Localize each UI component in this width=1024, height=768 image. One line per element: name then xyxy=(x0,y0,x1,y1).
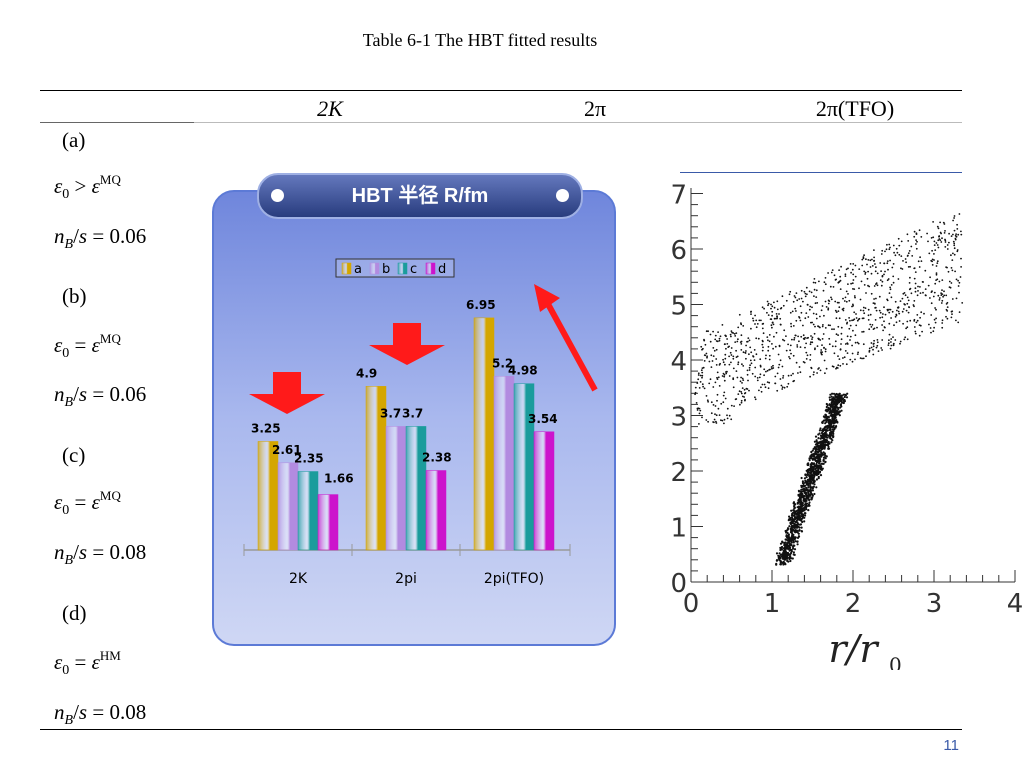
y-tick-label: 4 xyxy=(670,347,687,377)
down-arrow-icon xyxy=(369,323,445,365)
row-nbs-d: nB/s = 0.08 xyxy=(54,700,147,729)
bar-2K-c xyxy=(297,471,319,551)
hbt-bar-chart: 3.25 2.612.351.66 2K 4.9 3.7 3.7 2.38 2pi 6.95 5.… xyxy=(243,258,571,587)
bar-2K-b xyxy=(277,462,299,551)
chart-legend: a b c d xyxy=(335,258,455,278)
legend-swatch-b xyxy=(369,262,380,275)
y-tick-label: 0 xyxy=(670,569,687,599)
row-eps-d: ε0 = εHM xyxy=(54,648,121,679)
row-nbs-a: nB/s = 0.06 xyxy=(54,224,147,253)
column-header-2k: 2K2K xyxy=(317,96,343,121)
bar-value-label: 3.7 xyxy=(380,406,401,420)
category-label-2pi(TFO): 2pi(TFO) xyxy=(484,571,544,587)
legend-label-d: d xyxy=(438,262,446,277)
x-tick-label: 3 xyxy=(926,589,943,619)
bar-2K-a xyxy=(257,441,279,551)
legend-label-b: b xyxy=(382,262,390,277)
bar-2pi-d xyxy=(425,470,447,551)
legend-swatch-a xyxy=(341,262,352,275)
x-tick-label: 4 xyxy=(1007,589,1024,619)
category-label-2pi: 2pi xyxy=(395,571,417,587)
legend-label-a: a xyxy=(354,262,362,277)
row-nbs-b: nB/s = 0.06 xyxy=(54,382,147,411)
hbt-title: HBT 半径 R/fm xyxy=(351,185,489,207)
table-top-rule xyxy=(40,90,962,91)
bar-2K-d xyxy=(317,494,339,551)
row-tag-d: (d) xyxy=(62,601,87,625)
hbt-panel xyxy=(212,190,616,646)
bar-value-label: 1.66 xyxy=(324,472,354,486)
row-tag-c: (c) xyxy=(62,443,86,467)
legend-box xyxy=(335,258,455,278)
category-label-2K: 2K xyxy=(289,571,308,587)
bar-value-label: 2.35 xyxy=(294,452,324,466)
col-header-rule xyxy=(194,122,962,123)
bar-value-label: 3.7 xyxy=(402,406,423,420)
bar-2pi-b xyxy=(385,426,407,551)
bar-value-label: 6.95 xyxy=(466,298,496,312)
bar-value-label: 5.2 xyxy=(492,356,513,370)
x-tick-label: 0 xyxy=(683,589,700,619)
row-tag-a: (a) xyxy=(62,128,86,152)
bar-2pi(TFO)-b xyxy=(493,376,515,551)
row-header-rule xyxy=(40,122,194,123)
y-tick-label: 5 xyxy=(670,292,687,322)
trend-arrow-icon xyxy=(534,284,598,392)
hbt-title-pill: HBT 半径 R/fm xyxy=(257,173,583,219)
legend-swatch-c xyxy=(397,262,408,275)
bar-value-label: 3.25 xyxy=(251,421,281,435)
legend-swatch-d xyxy=(425,262,436,275)
pill-left-dot xyxy=(271,189,284,202)
bar-2pi(TFO)-c xyxy=(513,383,535,551)
row-tag-b: (b) xyxy=(62,284,87,308)
accent-rule xyxy=(680,172,962,173)
scatter-points xyxy=(694,213,964,566)
row-eps-a: ε0 > εMQ xyxy=(54,172,121,203)
column-header-2pi-tfo: 2π(TFO) xyxy=(815,96,895,121)
y-tick-label: 1 xyxy=(670,514,687,544)
bar-value-label: 2.61 xyxy=(272,443,302,457)
page-number: 11 xyxy=(943,737,959,754)
x-axis-title-sub: 0 xyxy=(889,653,902,670)
x-tick-label: 2 xyxy=(845,589,862,619)
table-caption: Table 6-1 The HBT fitted results xyxy=(362,30,598,50)
bar-2pi-c xyxy=(405,426,427,551)
row-eps-b: ε0 = εMQ xyxy=(54,331,121,362)
y-tick-label: 7 xyxy=(670,181,687,211)
down-arrow-icon xyxy=(249,372,325,414)
column-header-2pi: 2π xyxy=(583,96,607,121)
x-tick-label: 1 xyxy=(764,589,781,619)
bar-value-label: 4.98 xyxy=(508,364,538,378)
bar-value-label: 2.38 xyxy=(422,451,452,465)
bar-value-label: 4.9 xyxy=(356,366,377,380)
bar-value-label: 3.54 xyxy=(528,412,558,426)
y-tick-label: 6 xyxy=(670,236,687,266)
row-eps-c: ε0 = εMQ xyxy=(54,488,121,519)
y-tick-label: 3 xyxy=(670,403,687,433)
y-tick-label: 2 xyxy=(670,458,687,488)
x-axis-title: r/r xyxy=(828,627,880,670)
table-bottom-rule xyxy=(40,729,962,730)
pill-right-dot xyxy=(556,189,569,202)
legend-label-c: c xyxy=(410,262,417,277)
row-nbs-c: nB/s = 0.08 xyxy=(54,540,147,569)
bar-2pi(TFO)-a xyxy=(473,317,495,551)
bar-2pi(TFO)-d xyxy=(533,431,555,551)
